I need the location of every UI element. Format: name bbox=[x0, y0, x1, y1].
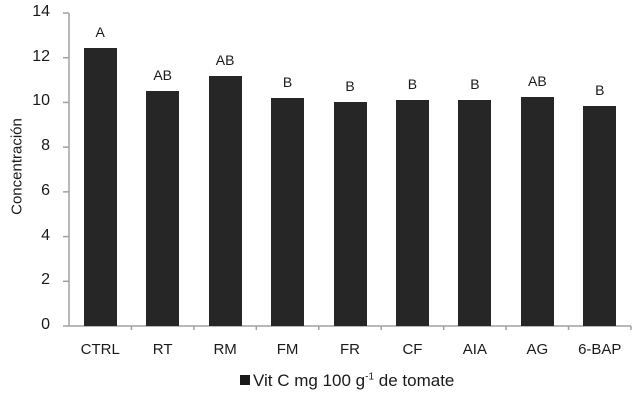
x-category-label: CTRL bbox=[80, 341, 120, 358]
bar-ag bbox=[520, 97, 554, 326]
bar-rt bbox=[146, 91, 180, 326]
y-axis-label: Concentración bbox=[8, 118, 26, 215]
significance-label: AB bbox=[527, 73, 547, 90]
x-category-label: FR bbox=[340, 341, 360, 358]
x-category-label: AIA bbox=[462, 341, 487, 358]
significance-label: B bbox=[345, 77, 355, 94]
x-category-label: FM bbox=[276, 341, 299, 358]
significance-label: AB bbox=[215, 52, 235, 69]
y-tick-label: 12 bbox=[32, 47, 50, 65]
significance-label: B bbox=[470, 76, 480, 93]
bar-aia bbox=[458, 100, 492, 326]
significance-label: AB bbox=[153, 67, 172, 84]
legend-label-tail: de tomate bbox=[374, 371, 455, 390]
bar-rm bbox=[208, 76, 242, 326]
y-tick-label: 0 bbox=[41, 316, 50, 333]
y-tick-label: 4 bbox=[41, 226, 50, 244]
significance-label: B bbox=[407, 76, 418, 93]
bar-6-bap bbox=[583, 106, 617, 326]
y-tick-label: 2 bbox=[41, 271, 50, 289]
x-category-label: RT bbox=[152, 341, 173, 358]
bar-cf bbox=[395, 100, 429, 326]
significance-label: B bbox=[595, 82, 605, 98]
bar-fr bbox=[333, 101, 367, 326]
legend: Vit C mg 100 g-1 de tomate bbox=[240, 371, 454, 391]
significance-label: B bbox=[282, 73, 293, 90]
legend-superscript: -1 bbox=[365, 371, 375, 383]
legend-label: Vit C mg 100 g bbox=[253, 371, 366, 390]
x-category-label: RM bbox=[213, 341, 237, 358]
y-tick-label: 8 bbox=[41, 137, 50, 155]
y-tick-label: 14 bbox=[32, 3, 50, 20]
x-category-label: CF bbox=[402, 341, 423, 358]
x-category-label: AG bbox=[526, 341, 549, 358]
x-category-label: 6-BAP bbox=[578, 341, 622, 358]
y-tick-label: 6 bbox=[41, 181, 50, 199]
bar-ctrl bbox=[83, 48, 117, 326]
significance-label: A bbox=[95, 24, 105, 41]
legend-swatch-icon bbox=[240, 375, 250, 385]
bar-fm bbox=[271, 97, 305, 326]
y-tick-label: 10 bbox=[32, 92, 50, 110]
